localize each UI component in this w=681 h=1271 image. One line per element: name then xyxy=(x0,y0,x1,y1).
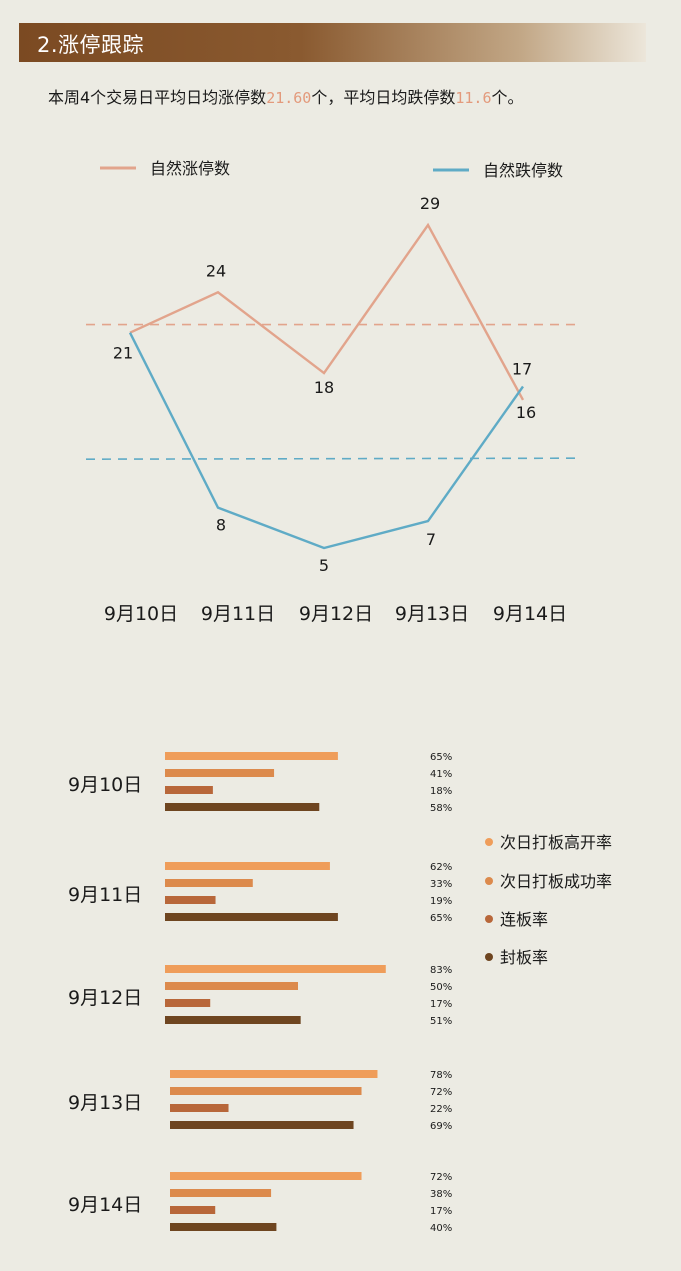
bar-value-label-0-0: 65% xyxy=(430,752,452,763)
bar-value-label-3-0: 78% xyxy=(430,1070,452,1081)
bar-2-2 xyxy=(165,999,211,1007)
bar-value-label-0-1: 41% xyxy=(430,769,452,780)
data-label-1-2: 5 xyxy=(319,556,329,575)
bar-value-label-4-1: 38% xyxy=(430,1189,452,1200)
legend-dot-0 xyxy=(485,838,493,846)
group-label-3: 9月13日 xyxy=(68,1092,142,1114)
data-label-0-2: 18 xyxy=(314,378,334,397)
bar-2-1 xyxy=(165,982,298,990)
x-tick-label-2: 9月12日 xyxy=(299,603,373,625)
data-label-1-3: 7 xyxy=(426,530,436,549)
bar-legend-label-2: 连板率 xyxy=(500,910,548,929)
bar-value-label-3-3: 69% xyxy=(430,1121,452,1132)
summary-suffix: 个。 xyxy=(491,88,524,107)
bar-4-1 xyxy=(170,1189,272,1197)
series-line-0 xyxy=(129,222,525,401)
legend-label-0: 自然涨停数 xyxy=(150,159,230,178)
bar-4-2 xyxy=(170,1206,216,1214)
x-tick-label-1: 9月11日 xyxy=(201,603,275,625)
bar-2-3 xyxy=(165,1016,301,1024)
bar-0-2 xyxy=(165,786,213,794)
bar-legend-label-0: 次日打板高开率 xyxy=(500,833,612,852)
bar-0-0 xyxy=(165,752,338,760)
series-line-1 xyxy=(128,332,524,550)
bar-1-1 xyxy=(165,879,253,887)
bar-4-3 xyxy=(170,1223,277,1231)
data-label-0-3: 29 xyxy=(420,194,440,213)
section-header: 2.涨停跟踪 xyxy=(19,23,646,62)
bar-value-label-4-3: 40% xyxy=(430,1223,452,1234)
limit-down-average: 11.6 xyxy=(455,89,492,107)
x-tick-label-0: 9月10日 xyxy=(104,603,178,625)
bar-value-label-1-0: 62% xyxy=(430,862,452,873)
group-label-2: 9月12日 xyxy=(68,987,142,1009)
bar-value-label-2-0: 83% xyxy=(430,965,452,976)
bar-1-2 xyxy=(165,896,216,904)
bar-value-label-0-3: 58% xyxy=(430,803,452,814)
data-label-0-1: 24 xyxy=(206,261,226,280)
limit-line-chart: 自然涨停数 自然跌停数 21 24 18 29 16 8 5 7 17 9月10日 9月11日 9月12日… xyxy=(85,159,581,625)
data-label-1-4: 17 xyxy=(512,360,532,379)
bar-value-label-4-2: 17% xyxy=(430,1206,452,1217)
x-tick-label-3: 9月13日 xyxy=(395,603,469,625)
legend-dot-2 xyxy=(485,915,493,923)
data-label-0-0: 21 xyxy=(113,344,133,363)
data-label-1-1: 8 xyxy=(216,516,226,535)
bar-value-label-1-1: 33% xyxy=(430,879,452,890)
bar-0-1 xyxy=(165,769,275,777)
bar-3-0 xyxy=(170,1070,378,1078)
bar-3-1 xyxy=(170,1087,362,1095)
summary-middle: 个，平均日均跌停数 xyxy=(311,88,456,107)
limit-up-average: 21.60 xyxy=(266,89,312,107)
bar-3-2 xyxy=(170,1104,229,1112)
bar-1-0 xyxy=(165,862,330,870)
legend-label-1: 自然跌停数 xyxy=(483,161,563,180)
legend-dot-3 xyxy=(485,953,493,961)
bar-legend-label-1: 次日打板成功率 xyxy=(500,872,612,891)
data-label-0-4: 16 xyxy=(516,403,536,422)
summary-prefix: 本周4个交易日平均日均涨停数 xyxy=(48,88,267,107)
bar-value-label-2-1: 50% xyxy=(430,982,452,993)
x-tick-label-4: 9月14日 xyxy=(493,603,567,625)
bar-value-label-3-1: 72% xyxy=(430,1087,452,1098)
bar-3-3 xyxy=(170,1121,354,1129)
bar-value-label-0-2: 18% xyxy=(430,786,452,797)
summary-text: 本周4个交易日平均日均涨停数21.60个，平均日均跌停数11.6个。 xyxy=(48,84,668,108)
group-label-4: 9月14日 xyxy=(68,1194,142,1216)
legend-dot-1 xyxy=(485,877,493,885)
bar-value-label-1-3: 65% xyxy=(430,913,452,924)
bar-value-label-3-2: 22% xyxy=(430,1104,452,1115)
bar-4-0 xyxy=(170,1172,362,1180)
bar-value-label-1-2: 19% xyxy=(430,896,452,907)
group-label-1: 9月11日 xyxy=(68,884,142,906)
bar-value-label-4-0: 72% xyxy=(430,1172,452,1183)
bar-2-0 xyxy=(165,965,386,973)
reference-line-1 xyxy=(85,457,581,460)
section-title: 2.涨停跟踪 xyxy=(37,33,145,57)
bar-1-3 xyxy=(165,913,338,921)
bar-value-label-2-2: 17% xyxy=(430,999,452,1010)
bar-0-3 xyxy=(165,803,320,811)
bar-value-label-2-3: 51% xyxy=(430,1016,452,1027)
group-label-0: 9月10日 xyxy=(68,774,142,796)
bar-legend-label-3: 封板率 xyxy=(500,948,548,967)
